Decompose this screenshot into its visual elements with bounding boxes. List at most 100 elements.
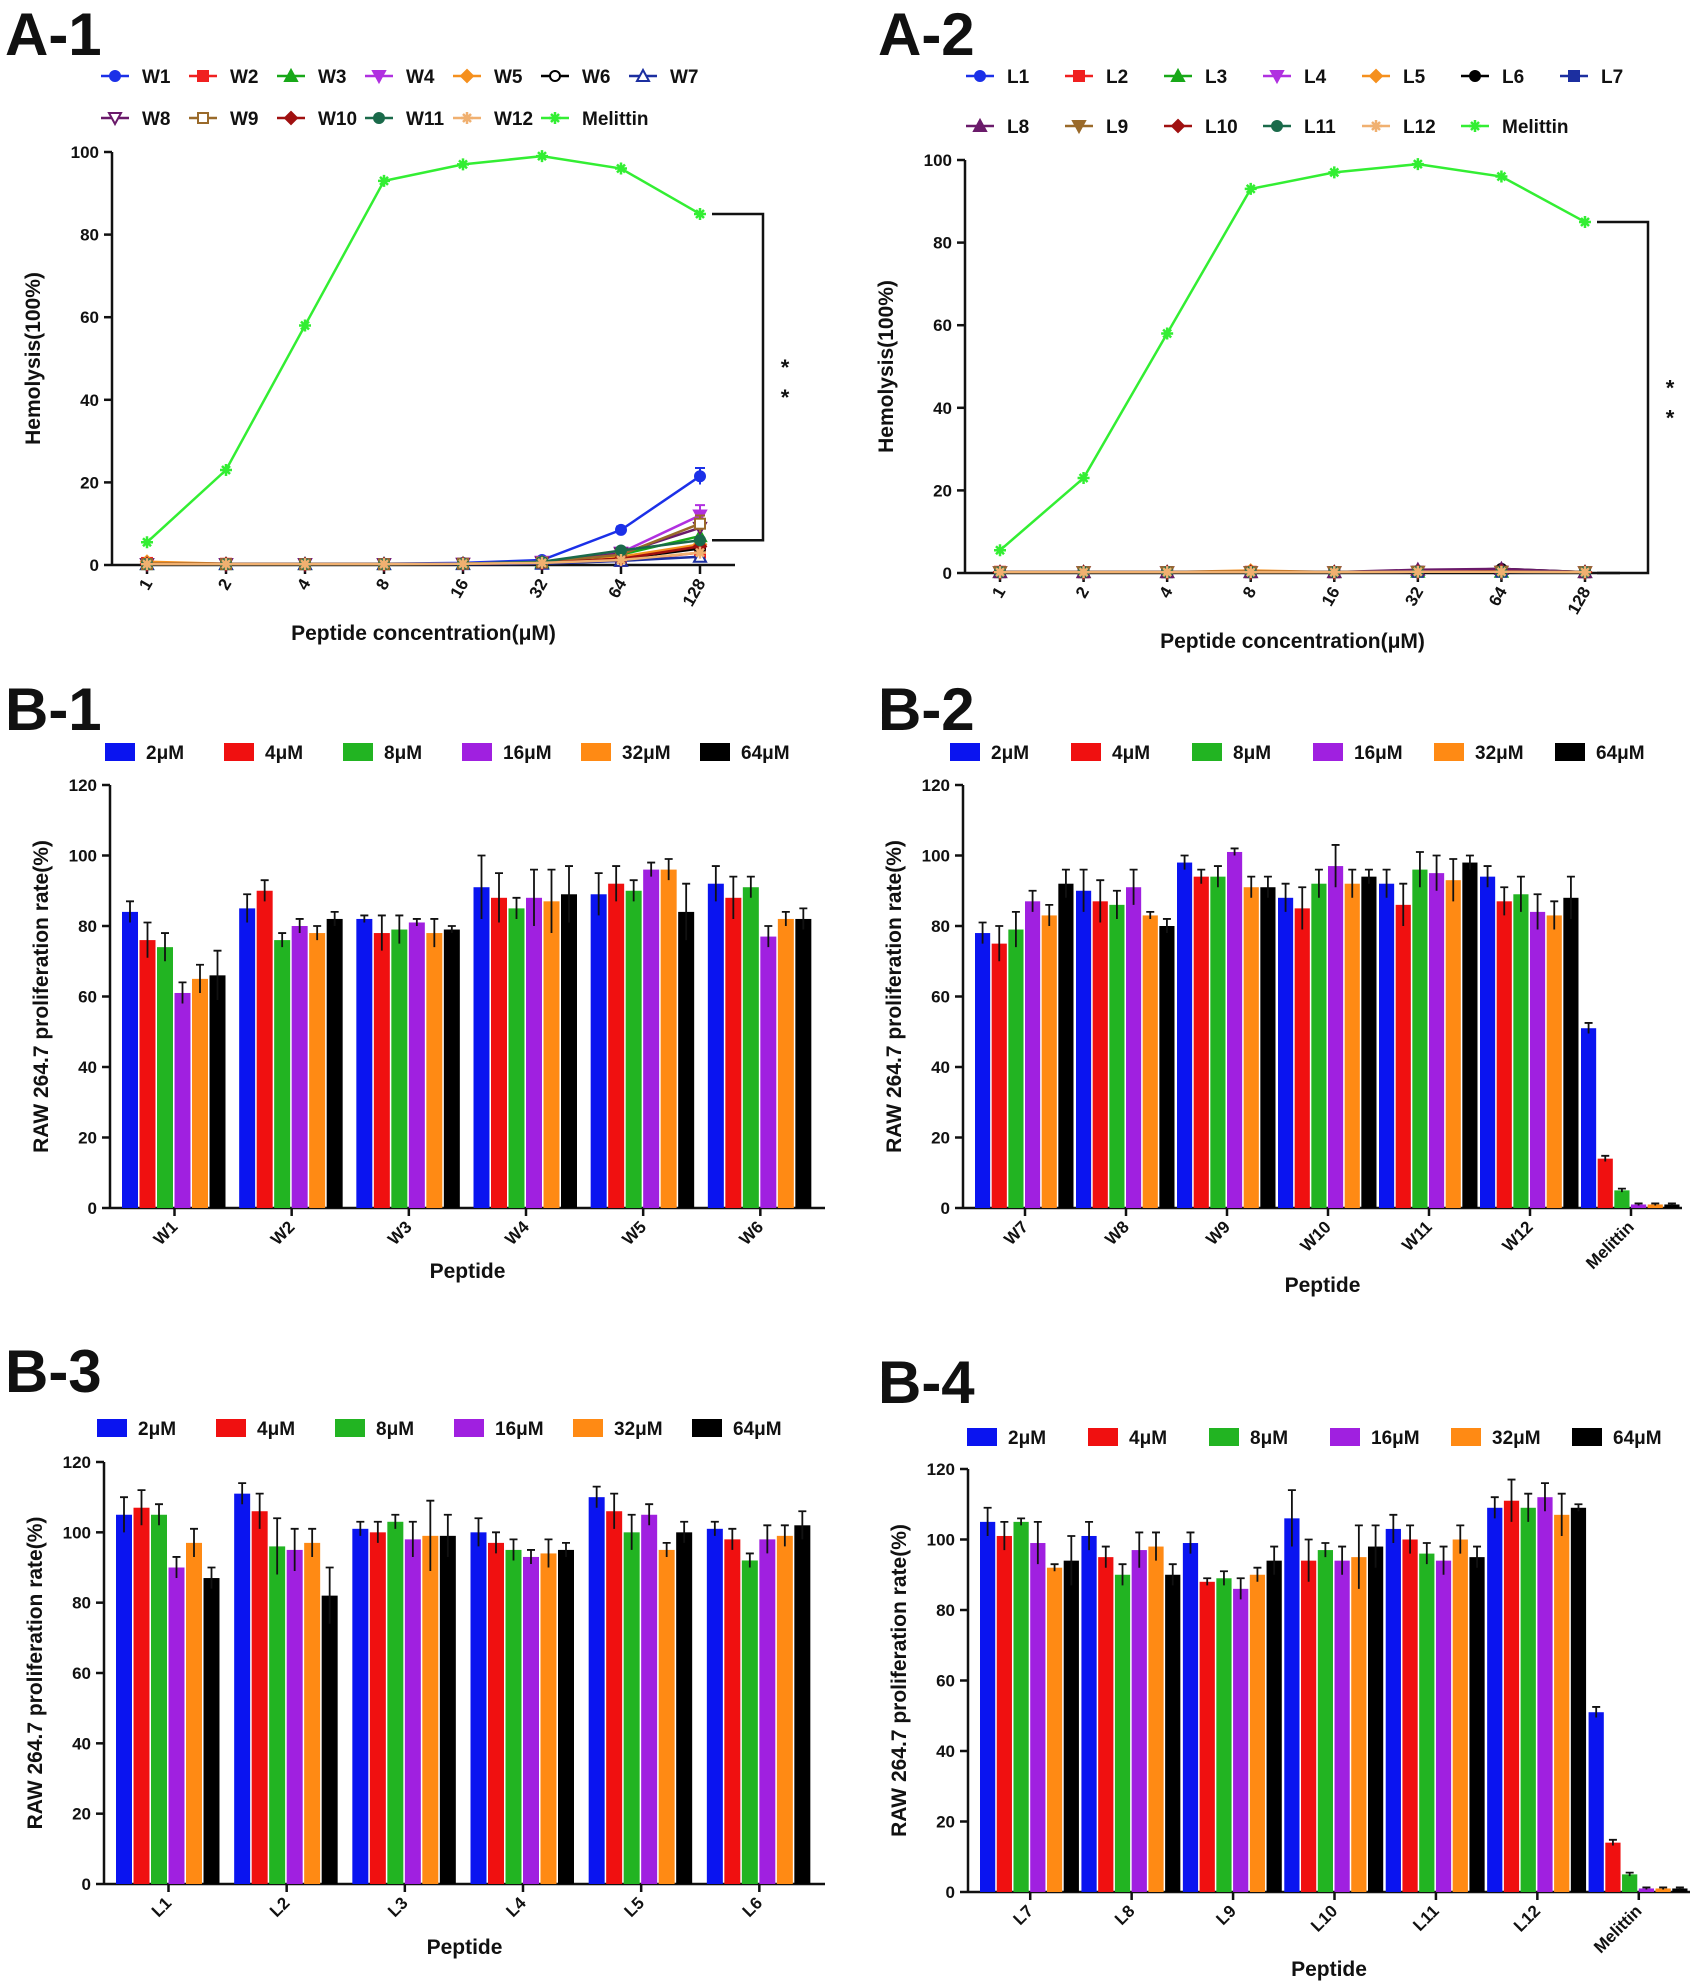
B-1-bar <box>777 918 794 1208</box>
B-3-legend-label: 2μM <box>138 1419 176 1440</box>
B-3-bar <box>794 1525 811 1884</box>
B-1-error-bar <box>395 914 404 944</box>
A-2-legend-label: L6 <box>1502 67 1524 88</box>
B-4-error-bar <box>1203 1577 1212 1586</box>
A-2-legend-item: L5 <box>1362 67 1426 88</box>
A-2-point-L12 <box>1161 566 1174 579</box>
A-1-legend-item: W11 <box>365 109 444 130</box>
B-3-bar <box>606 1511 623 1884</box>
B-3-error-bar <box>509 1538 518 1561</box>
B-4-legend-item: 8μM <box>1209 1428 1288 1449</box>
B-3-group-L1 <box>116 1489 220 1884</box>
A-1-point-W11 <box>694 534 706 547</box>
B-2-bar <box>1614 1190 1630 1208</box>
B-3-bar <box>641 1514 658 1884</box>
A-1-y-axis-title: Hemolysis(100%) <box>22 272 45 445</box>
A-2-y-tick-label: 40 <box>933 399 952 418</box>
B-4-legend-item: 64μM <box>1572 1428 1662 1449</box>
B-1-bar <box>326 918 343 1208</box>
panel-label-A-1: A-1 <box>5 1 102 68</box>
B-2-error-bar <box>1314 868 1323 898</box>
A-2-legend-label: L8 <box>1007 117 1029 138</box>
B-2-bar <box>1546 915 1562 1208</box>
B-4-bar <box>1503 1500 1520 1892</box>
B-3-error-bar <box>255 1492 264 1529</box>
B-2-bar <box>1142 915 1158 1208</box>
B-2-legend-label: 2μM <box>991 743 1029 764</box>
B-2-legend-swatch <box>1555 743 1585 761</box>
B-1-legend-item: 32μM <box>581 743 671 764</box>
B-4-error-bar <box>1085 1520 1094 1551</box>
B-2-error-bar <box>1263 875 1272 898</box>
B-4-bar <box>1334 1560 1350 1892</box>
A-2-series-Melittin <box>994 158 1591 557</box>
B-1-error-bar <box>430 918 439 948</box>
B-2-error-bar <box>1247 875 1256 898</box>
B-4-bar <box>1233 1588 1249 1892</box>
B-4-bar <box>1063 1560 1079 1892</box>
B-4-error-bar <box>983 1506 992 1536</box>
B-4-bar <box>1148 1546 1164 1892</box>
B-4-bar <box>1249 1574 1266 1892</box>
B-3-bar <box>676 1532 693 1884</box>
A-2-legend-label: L3 <box>1205 67 1227 88</box>
A-2-point-L12 <box>1495 565 1508 578</box>
B-4-legend-swatch <box>1330 1428 1360 1446</box>
B-4-error-bar <box>1557 1492 1566 1536</box>
B-3-bar <box>321 1595 338 1884</box>
A-2-legend-marker <box>974 70 986 82</box>
B-2-error-bar <box>1399 882 1408 926</box>
A-2-point-Melittin <box>1411 158 1424 171</box>
B-2-group-Melittin <box>1581 1022 1680 1208</box>
B-2-error-bar <box>1281 882 1290 912</box>
B-2-group-W9 <box>1177 847 1276 1208</box>
B-2-legend-swatch <box>1313 743 1343 761</box>
A-2-legend-label: L9 <box>1106 117 1128 138</box>
panel-B-3: B-3 0 20 40 60 80 100 120 L1 L2 L3 L4 L5 L6 Peptide RAW… <box>5 1338 825 1959</box>
A-1-legend-item: W10 <box>277 109 357 130</box>
A-1-legend-label: W2 <box>230 67 259 88</box>
B-1-bar <box>608 883 625 1208</box>
panel-B-2: B-2 0 20 40 60 80 100 120 W7 W8 W9 W10 W11 W12 Melitti… <box>878 676 1682 1297</box>
B-2-error-bar <box>1028 889 1037 912</box>
A-1-point-Melittin <box>378 174 390 187</box>
B-3-bar <box>251 1511 268 1884</box>
A-1-x-tick-label: 8 <box>372 576 393 594</box>
B-2-error-bar <box>1298 886 1307 930</box>
B-3-bar <box>623 1532 640 1884</box>
B-3-error-bar <box>492 1531 500 1554</box>
B-2-error-bar <box>978 921 987 944</box>
A-2-series-L12 <box>994 565 1591 579</box>
B-3-y-tick-label: 0 <box>82 1875 91 1894</box>
B-1-error-bar <box>260 879 269 902</box>
A-2-point-L12 <box>1579 566 1591 579</box>
B-3-legend-swatch <box>692 1419 722 1437</box>
A-2-legend-marker <box>1170 67 1186 82</box>
A-2-y-tick-label: 20 <box>933 481 952 500</box>
A-1-y-tick-label: 0 <box>90 556 99 575</box>
A-2-point-Melittin <box>1579 215 1591 228</box>
A-2-x-tick-label: 16 <box>1318 584 1344 610</box>
B-3-bar <box>352 1528 369 1884</box>
B-2-group-W8 <box>1076 868 1175 1208</box>
B-3-bar <box>540 1553 557 1884</box>
A-1-point-W12 <box>141 558 153 571</box>
B-4-error-bar <box>1118 1563 1127 1586</box>
B-2-bar <box>1210 876 1226 1208</box>
B-1-bar <box>157 947 173 1208</box>
A-2-legend-label: L7 <box>1601 67 1623 88</box>
A-1-x-tick-label: 32 <box>526 576 552 602</box>
B-3-y-tick-label: 20 <box>72 1805 91 1824</box>
A-1-point-Melittin <box>457 158 469 171</box>
B-1-y-axis-title: RAW 264.7 proliferation rate(%) <box>30 840 53 1153</box>
A-1-point-W9 <box>694 517 706 530</box>
B-3-error-bar <box>610 1492 619 1529</box>
A-1-point-Melittin <box>220 464 232 477</box>
A-2-legend-marker <box>972 117 988 132</box>
A-2-legend-item: L2 <box>1065 67 1128 88</box>
B-1-bar <box>426 933 443 1208</box>
A-2-legend-label: L1 <box>1007 67 1030 88</box>
A-1-legend-item: W9 <box>189 109 259 130</box>
B-1-bar <box>543 901 560 1208</box>
B-1-bar <box>625 890 642 1208</box>
